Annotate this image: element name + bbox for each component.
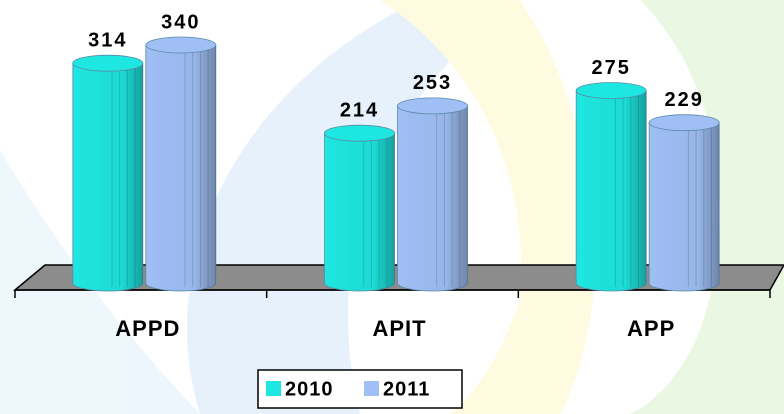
bar-top bbox=[325, 125, 395, 141]
bar-top bbox=[576, 83, 646, 99]
bar-top bbox=[398, 98, 468, 114]
value-label: 253 bbox=[413, 72, 452, 94]
legend-label: 2011 bbox=[383, 378, 430, 400]
bar-top bbox=[73, 55, 143, 71]
x-tick-label: APPD bbox=[115, 316, 180, 341]
value-label: 340 bbox=[161, 11, 200, 33]
bar-shading bbox=[649, 123, 719, 291]
legend-swatch bbox=[364, 381, 379, 396]
chart: APPD 314 340 APIT 214 253 APP 275 229 2010 2011 bbox=[0, 0, 784, 414]
legend-label: 2010 bbox=[285, 378, 334, 400]
value-label: 229 bbox=[664, 89, 703, 111]
value-label: 214 bbox=[340, 99, 379, 121]
value-label: 314 bbox=[88, 29, 127, 51]
value-label: 275 bbox=[591, 57, 630, 79]
bar-shading bbox=[325, 133, 395, 291]
bar-top bbox=[649, 115, 719, 131]
x-tick-label: APIT bbox=[372, 316, 426, 341]
x-tick-label: APP bbox=[627, 316, 675, 341]
bar-shading bbox=[398, 106, 468, 291]
bar-shading bbox=[146, 45, 216, 291]
legend-swatch bbox=[266, 381, 281, 396]
bar-top bbox=[146, 37, 216, 53]
bar-shading bbox=[576, 91, 646, 292]
bar-shading bbox=[73, 63, 143, 291]
